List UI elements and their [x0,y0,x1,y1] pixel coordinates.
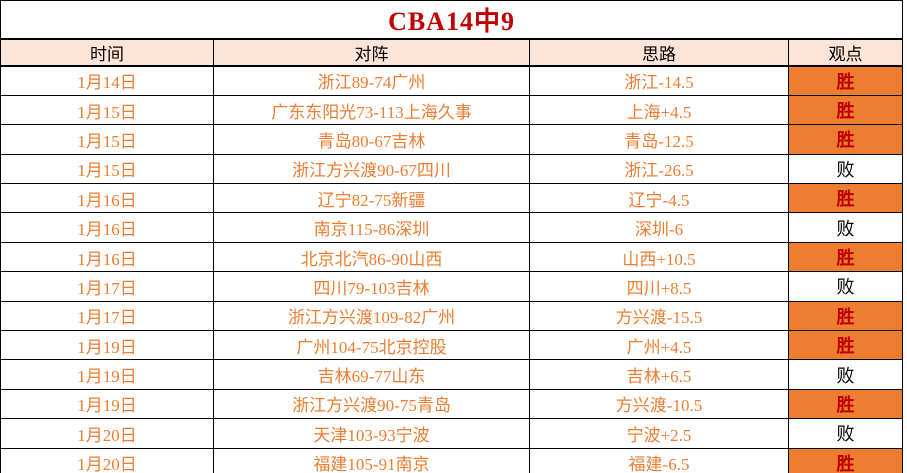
cell-verdict: 胜 [787,183,904,214]
cell-date: 1月16日 [0,183,214,214]
cell-date: 1月14日 [0,65,214,96]
table-row: 1月19日 吉林69-77山东 吉林+6.5 败 [0,359,904,390]
cell-idea: 浙江-26.5 [529,153,789,185]
cell-verdict: 胜 [787,124,904,155]
cell-match: 广州104-75北京控股 [213,330,530,361]
cell-idea: 浙江-14.5 [529,65,789,96]
cell-match: 浙江方兴渡90-75青岛 [213,388,530,420]
column-header-verdict: 观点 [787,38,904,67]
cell-idea: 山西+10.5 [529,241,789,273]
cell-verdict: 胜 [787,94,904,126]
cell-idea: 广州+4.5 [529,330,789,361]
cell-idea: 方兴渡-10.5 [529,388,789,420]
cell-match: 辽宁82-75新疆 [213,183,530,214]
cell-match: 青岛80-67吉林 [213,124,530,155]
cell-verdict: 胜 [787,65,904,96]
table-row: 1月16日 南京115-86深圳 深圳-6 败 [0,212,904,243]
cell-idea: 辽宁-4.5 [529,183,789,214]
cell-date: 1月19日 [0,330,214,361]
cell-idea: 宁波+2.5 [529,418,789,449]
column-header-time: 时间 [0,38,214,67]
cell-idea: 方兴渡-15.5 [529,300,789,332]
cell-verdict: 败 [787,359,904,390]
cell-date: 1月20日 [0,447,214,473]
table-row: 1月16日 北京北汽86-90山西 山西+10.5 胜 [0,241,904,273]
table-row: 1月20日 天津103-93宁波 宁波+2.5 败 [0,418,904,449]
cell-idea: 深圳-6 [529,212,789,243]
table-row: 1月20日 福建105-91南京 福建-6.5 胜 [0,447,904,473]
cell-verdict: 胜 [787,300,904,332]
table-row: 1月19日 浙江方兴渡90-75青岛 方兴渡-10.5 胜 [0,388,904,420]
column-header-match: 对阵 [213,38,530,67]
cell-idea: 福建-6.5 [529,447,789,473]
page-title: CBA14中9 [0,0,904,40]
cell-match: 南京115-86深圳 [213,212,530,243]
table-row: 1月16日 辽宁82-75新疆 辽宁-4.5 胜 [0,183,904,214]
table-row: 1月17日 四川79-103吉林 四川+8.5 败 [0,271,904,302]
cell-date: 1月16日 [0,212,214,243]
cell-verdict: 胜 [787,330,904,361]
cell-idea: 青岛-12.5 [529,124,789,155]
cell-match: 北京北汽86-90山西 [213,241,530,273]
cell-match: 福建105-91南京 [213,447,530,473]
table-header-row: 时间 对阵 思路 观点 [0,38,904,67]
table-row: 1月19日 广州104-75北京控股 广州+4.5 胜 [0,330,904,361]
cell-match: 天津103-93宁波 [213,418,530,449]
cell-verdict: 败 [787,212,904,243]
cell-date: 1月19日 [0,388,214,420]
cell-verdict: 败 [787,418,904,449]
cell-date: 1月15日 [0,153,214,185]
cell-date: 1月20日 [0,418,214,449]
cell-date: 1月15日 [0,124,214,155]
cell-idea: 四川+8.5 [529,271,789,302]
table-body: 1月14日 浙江89-74广州 浙江-14.5 胜 1月15日 广东东阳光73-113上海… [0,65,904,473]
cell-date: 1月19日 [0,359,214,390]
table-title-row: CBA14中9 [0,0,904,40]
cell-match: 四川79-103吉林 [213,271,530,302]
table-row: 1月14日 浙江89-74广州 浙江-14.5 胜 [0,65,904,96]
table-row: 1月15日 广东东阳光73-113上海久事 上海+4.5 胜 [0,94,904,126]
cell-idea: 上海+4.5 [529,94,789,126]
cell-match: 浙江方兴渡109-82广州 [213,300,530,332]
cell-verdict: 胜 [787,388,904,420]
cell-date: 1月16日 [0,241,214,273]
cell-verdict: 胜 [787,447,904,473]
cell-verdict: 败 [787,271,904,302]
cell-date: 1月15日 [0,94,214,126]
cell-match: 吉林69-77山东 [213,359,530,390]
cell-date: 1月17日 [0,300,214,332]
table-row: 1月17日 浙江方兴渡109-82广州 方兴渡-15.5 胜 [0,300,904,332]
table-row: 1月15日 浙江方兴渡90-67四川 浙江-26.5 败 [0,153,904,185]
cell-date: 1月17日 [0,271,214,302]
cell-verdict: 胜 [787,241,904,273]
cell-match: 浙江89-74广州 [213,65,530,96]
table-row: 1月15日 青岛80-67吉林 青岛-12.5 胜 [0,124,904,155]
cell-verdict: 败 [787,153,904,185]
cell-match: 广东东阳光73-113上海久事 [213,94,530,126]
cell-match: 浙江方兴渡90-67四川 [213,153,530,185]
column-header-idea: 思路 [529,38,789,67]
cell-idea: 吉林+6.5 [529,359,789,390]
